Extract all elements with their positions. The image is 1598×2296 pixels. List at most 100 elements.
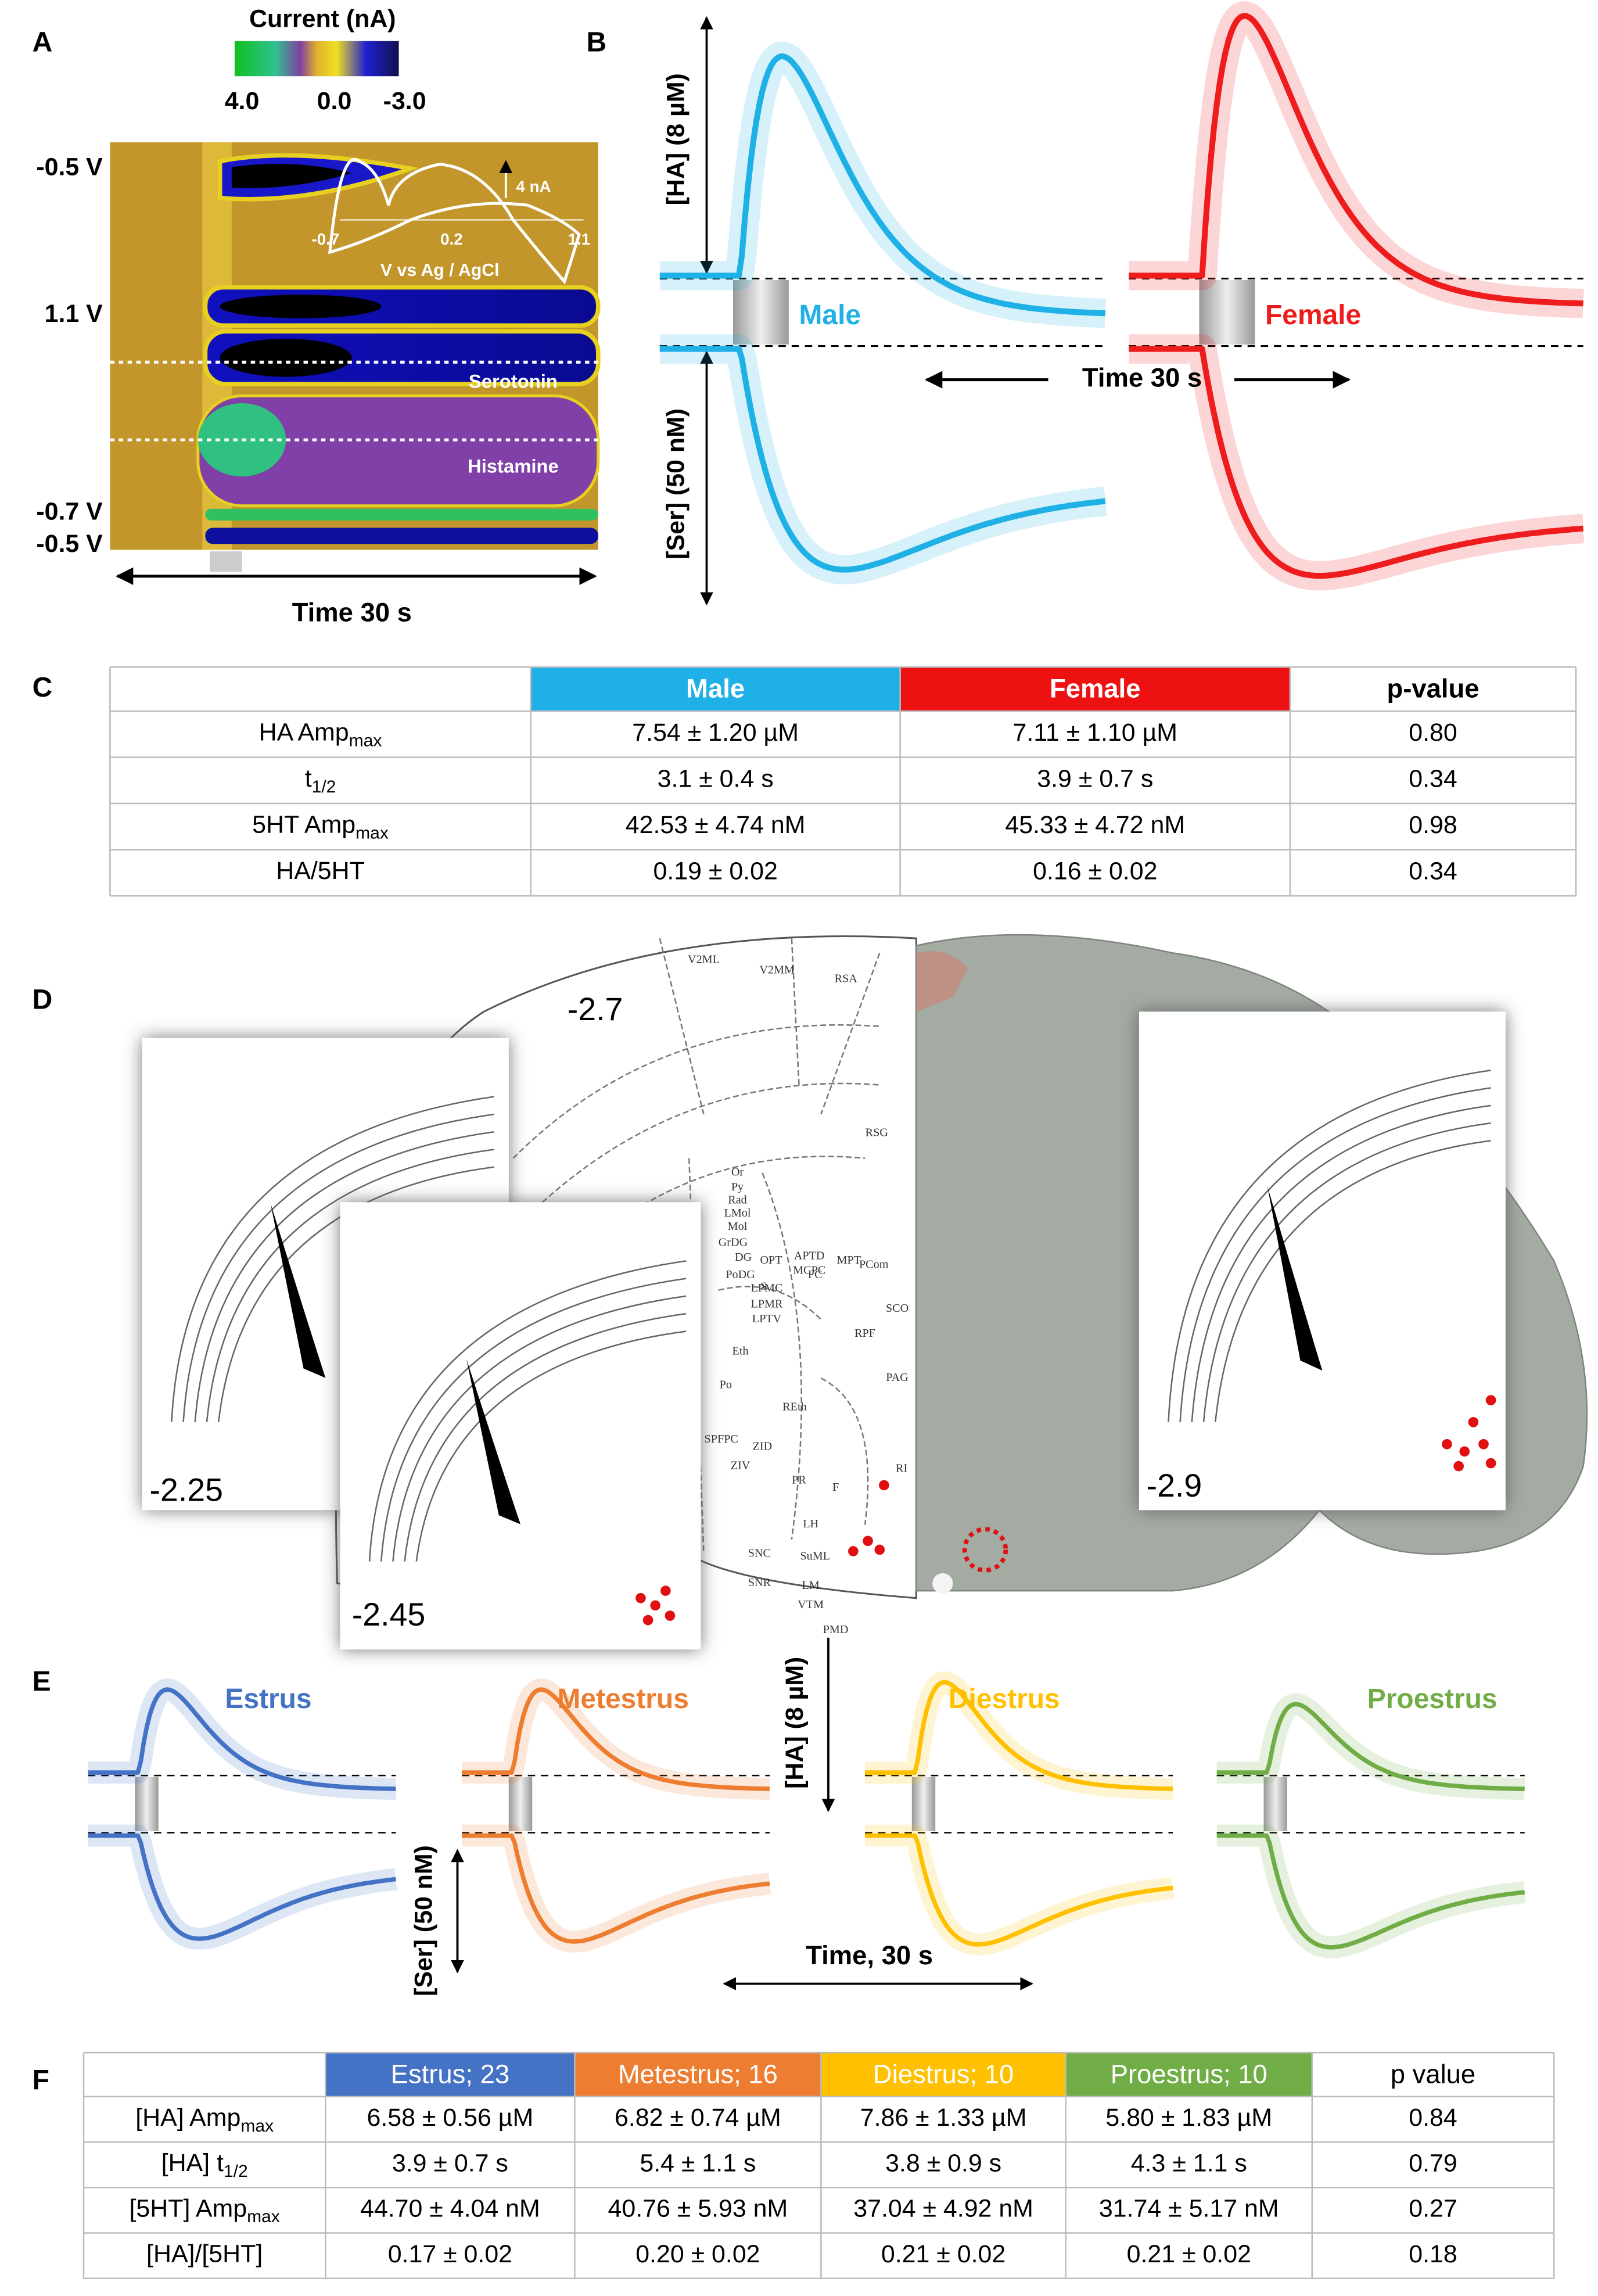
y-label: [HA] (8 µM)	[781, 1657, 809, 1789]
site-dot	[879, 1480, 889, 1491]
row-label-main: HA/5HT	[276, 858, 365, 885]
atlas-outline	[718, 1286, 822, 1321]
time-label: Time 30 s	[292, 597, 412, 627]
band-label: Histamine	[468, 455, 559, 477]
atlas-label: PAG	[886, 1371, 908, 1384]
trace	[865, 1680, 1173, 1791]
trace	[1216, 1833, 1525, 1950]
trace	[865, 1833, 1173, 1947]
atlas-label: LPMC	[751, 1282, 783, 1294]
cell: 0.34	[1409, 858, 1457, 885]
site-dot	[848, 1546, 859, 1556]
atlas-label: REth	[782, 1400, 806, 1413]
atlas-label: OPT	[760, 1254, 782, 1267]
atlas-outline	[820, 952, 881, 1115]
row-label: [HA]/[5HT]	[146, 2240, 263, 2268]
cell: 7.54 ± 1.20 µM	[632, 719, 799, 747]
colorbar-tick: 0.0	[317, 87, 352, 115]
trace	[88, 1833, 396, 1941]
cell: 5.4 ± 1.1 s	[640, 2149, 756, 2177]
atlas-outline	[1168, 1069, 1491, 1422]
inset-tick: -0.7	[311, 230, 339, 248]
trace	[1129, 346, 1583, 579]
row-label: HA/5HT	[276, 858, 365, 885]
cell: 0.79	[1409, 2149, 1457, 2177]
trace	[462, 1687, 770, 1791]
atlas-label: LPTV	[752, 1312, 782, 1325]
header-cell-text: Female	[1050, 674, 1140, 704]
row-label-main: [5HT] Amp	[130, 2195, 247, 2223]
site-dot	[1459, 1446, 1470, 1457]
atlas-label: LMol	[724, 1207, 751, 1219]
row-label-main: 5HT Amp	[252, 811, 355, 839]
atlas-label: S	[760, 1280, 767, 1293]
inset-tick: 1.1	[568, 230, 591, 248]
time-label: Time, 30 s	[806, 1940, 933, 1970]
cell: 31.74 ± 5.17 nM	[1099, 2195, 1279, 2223]
inset-tick: 0.2	[440, 230, 463, 248]
panel-label: C	[33, 672, 53, 703]
heatmap-band	[205, 528, 598, 544]
site-dot	[635, 1592, 646, 1603]
cell: 0.21 ± 0.02	[1127, 2240, 1251, 2268]
row-label: [HA] Ampmax	[135, 2104, 274, 2135]
header-cell-text: Proestrus; 10	[1111, 2059, 1267, 2089]
stim-mark	[911, 1777, 936, 1832]
cell: 0.20 ± 0.02	[635, 2240, 760, 2268]
stim-mark	[135, 1777, 159, 1832]
atlas-label: Eth	[732, 1344, 749, 1357]
trace-band	[1117, 1, 1595, 318]
heatmap-band	[205, 508, 598, 521]
atlas-outline	[762, 1172, 802, 1540]
atlas-label: SCO	[886, 1302, 908, 1315]
header-cell-text: Diestrus; 10	[873, 2059, 1014, 2089]
stim-mark	[508, 1777, 533, 1832]
atlas-label: MPT	[837, 1254, 861, 1267]
atlas-label: LH	[803, 1517, 818, 1530]
site-dot	[642, 1615, 653, 1626]
atlas-label: Or	[731, 1166, 744, 1179]
row-label-sub: 1/2	[312, 777, 336, 797]
trace	[1216, 1702, 1525, 1792]
trace	[88, 1687, 396, 1791]
atlas-label: ZID	[753, 1440, 773, 1452]
trace-label: Female	[1265, 300, 1361, 331]
atlas-label: PCom	[859, 1258, 889, 1271]
heatmap-band	[231, 164, 352, 188]
header-cell-text: p-value	[1387, 674, 1479, 704]
stim-mark	[1263, 1777, 1287, 1832]
site-dot	[650, 1600, 661, 1611]
cell: 4.3 ± 1.1 s	[1131, 2149, 1247, 2177]
row-label-main: t	[305, 765, 312, 793]
panel-label: A	[33, 27, 53, 58]
y-label: [Ser] (50 nM)	[662, 408, 690, 559]
panel-label: F	[33, 2065, 49, 2096]
site-ring	[962, 1527, 1008, 1573]
cell: 0.21 ± 0.02	[881, 2240, 1006, 2268]
row-label: 5HT Ampmax	[252, 811, 389, 842]
atlas-label: PoDG	[726, 1268, 755, 1281]
time-label: Time 30 s	[1082, 363, 1202, 393]
atlas-label: RI	[896, 1462, 907, 1475]
atlas-outline	[206, 1149, 494, 1423]
atlas-label: LM	[802, 1579, 820, 1592]
cell: 3.8 ± 0.9 s	[885, 2149, 1001, 2177]
trace	[659, 346, 1106, 573]
trace	[1129, 13, 1583, 307]
cell: 7.11 ± 1.10 µM	[1013, 719, 1178, 747]
trace	[659, 53, 1106, 317]
atlas-outline	[182, 1113, 494, 1423]
atlas-outline	[586, 1156, 866, 1247]
row-label-sub: 1/2	[224, 2162, 248, 2181]
atlas-label: RSA	[835, 972, 858, 985]
header-cell-text: Estrus; 23	[391, 2059, 509, 2089]
atlas-outline	[1179, 1087, 1491, 1422]
cell: 5.80 ± 1.83 µM	[1105, 2104, 1272, 2132]
cell: 0.84	[1409, 2104, 1457, 2132]
cell: 0.17 ± 0.02	[388, 2240, 512, 2268]
atlas-outline	[380, 1278, 687, 1562]
atlas-label: V2ML	[688, 953, 720, 966]
atlas-label: APTD	[794, 1249, 825, 1262]
trace-band	[1208, 1693, 1533, 1800]
